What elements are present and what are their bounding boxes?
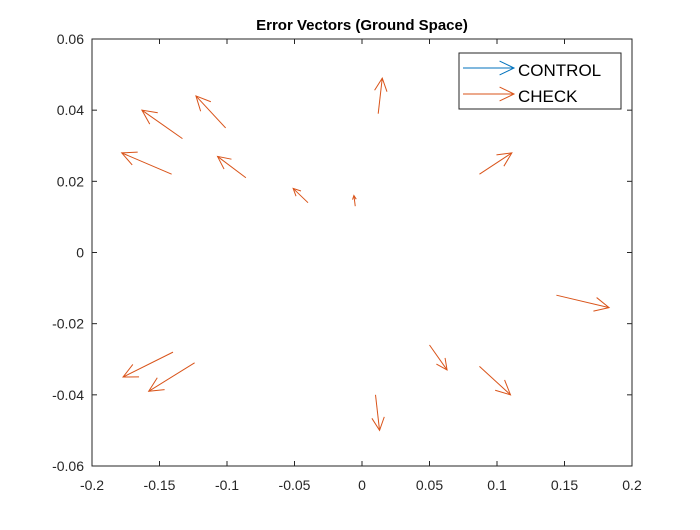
legend-check-arrow: [463, 86, 516, 102]
check-vector-8-head: [496, 152, 513, 167]
y-tick-label: -0.02: [52, 316, 84, 332]
check-vector-13-shaft: [148, 362, 195, 392]
legend-check-arrow-head: [499, 86, 516, 102]
check-vector-14-shaft: [375, 394, 381, 431]
check-vector-3: [374, 76, 388, 114]
check-vector-2-shaft: [195, 95, 227, 129]
check-vector-2-head: [195, 95, 212, 112]
check-vector-13: [147, 362, 195, 392]
check-vector-9: [556, 294, 611, 312]
check-vector-1: [141, 109, 183, 140]
x-tick-label: 0.15: [551, 477, 578, 493]
x-tick-label: 0.05: [416, 477, 443, 493]
check-vector-6-head: [292, 187, 302, 197]
x-tick-label: -0.05: [279, 477, 311, 493]
check-vector-8-shaft: [479, 152, 513, 175]
check-vector-7: [352, 194, 357, 207]
check-vector-12-shaft: [122, 351, 174, 378]
check-vector-14: [371, 394, 385, 432]
check-vector-5-shaft: [217, 156, 247, 179]
check-vector-4-head: [120, 151, 138, 166]
check-vector-7-head: [352, 194, 357, 200]
ticks-layer: -0.2 -0.15 -0.1 -0.05 0 0.05 0.1 0.15 0.2 -0.06 -0…: [52, 31, 642, 493]
check-vector-12-head: [122, 364, 140, 378]
check-vector-6: [292, 187, 309, 204]
check-vector-6-shaft: [292, 188, 309, 204]
check-vector-4: [120, 151, 172, 175]
y-tick-label: -0.04: [52, 387, 84, 403]
check-vector-12: [122, 351, 174, 378]
x-tick-label: -0.15: [144, 477, 176, 493]
check-vector-7-shaft: [353, 195, 356, 207]
y-tick-label: 0.04: [57, 102, 84, 118]
check-vector-8: [479, 152, 513, 175]
check-vector-11-shaft: [479, 365, 511, 396]
check-vector-10-head: [436, 357, 448, 371]
legend-control-label: CONTROL: [518, 61, 601, 80]
check-vector-4-shaft: [121, 152, 172, 175]
check-vector-13-head: [147, 377, 165, 392]
x-tick-label: -0.2: [80, 477, 104, 493]
check-vector-10: [429, 344, 448, 371]
y-tick-label: 0.06: [57, 31, 84, 47]
check-vector-5: [216, 155, 247, 179]
plot-area: [92, 39, 632, 466]
check-vector-5-head: [216, 155, 232, 170]
check-vector-11-head: [495, 379, 512, 396]
check-vector-9-shaft: [556, 294, 610, 309]
check-vector-10-shaft: [429, 344, 448, 371]
legend-check-label: CHECK: [518, 87, 578, 106]
axes-box: [91, 38, 633, 467]
legend-control-arrow-head: [499, 60, 516, 76]
chart-title: Error Vectors (Ground Space): [256, 17, 468, 34]
x-tick-label: -0.1: [215, 477, 239, 493]
legend-check-sample: [463, 86, 516, 102]
y-tick-label: 0.02: [57, 173, 84, 189]
legend-box: [458, 52, 622, 110]
check-vector-1-shaft: [141, 109, 183, 140]
x-tick-label: 0: [358, 477, 366, 493]
y-tick-label: -0.06: [52, 458, 84, 474]
y-tick-label: 0: [76, 245, 84, 261]
vectors-layer: [120, 76, 611, 432]
x-tick-label: 0.2: [622, 477, 642, 493]
check-vector-9-head: [593, 297, 611, 312]
legend-control-sample: [463, 60, 516, 76]
legend-control-arrow: [463, 60, 516, 76]
check-vector-11: [479, 365, 512, 396]
x-tick-label: 0.1: [487, 477, 507, 493]
check-vector-3-head: [374, 76, 388, 92]
check-vector-1-head: [141, 109, 158, 125]
check-vector-2: [195, 95, 227, 129]
legend: CONTROL CHECK: [458, 52, 622, 110]
check-vector-3-shaft: [377, 78, 383, 114]
check-vector-14-head: [371, 416, 385, 432]
